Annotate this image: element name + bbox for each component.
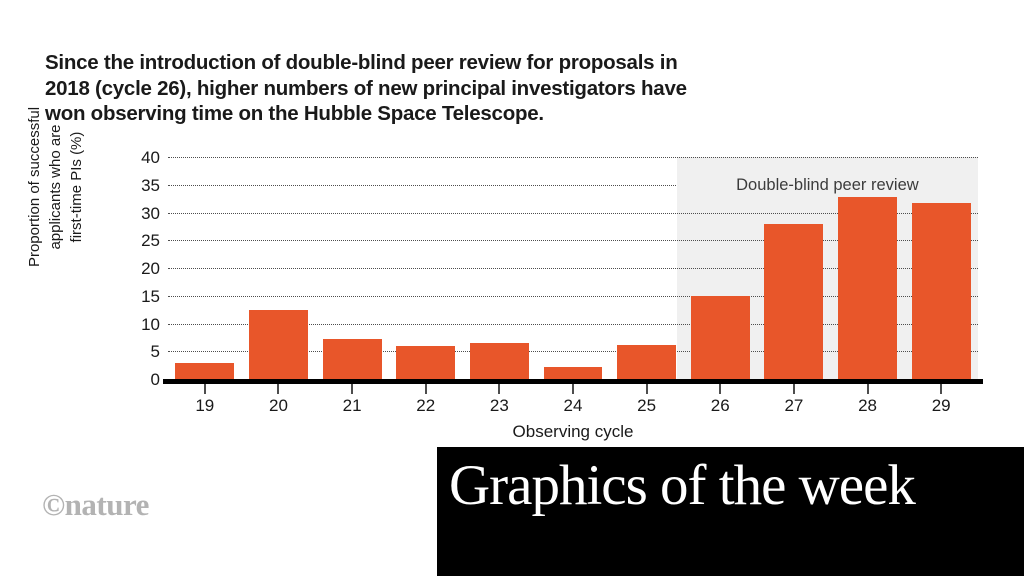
- gridline: [168, 268, 978, 269]
- x-axis-title: Observing cycle: [512, 422, 634, 441]
- y-axis-title-line-2: applicants who are: [46, 124, 64, 250]
- gridline: [168, 295, 978, 297]
- bar-23: [469, 342, 529, 379]
- y-axis-title-line-3: first-time PIs (%): [67, 131, 85, 243]
- x-tick-mark: [719, 384, 722, 394]
- graphics-of-the-week-banner: Graphics of the week: [437, 447, 1024, 576]
- x-tick-label-29: 29: [931, 396, 951, 415]
- bar-26: [690, 295, 750, 379]
- y-tick-label: 10: [141, 314, 160, 334]
- y-axis-title: Proportion of successful applicants who …: [23, 72, 87, 302]
- annotation-double-blind: Double-blind peer review: [676, 175, 978, 194]
- x-tick-mark: [866, 384, 869, 394]
- headline-line-3: won observing time on the Hubble Space T…: [45, 102, 544, 125]
- gridline: [168, 184, 978, 186]
- bar-chart: Proportion of successful applicants who …: [23, 72, 983, 441]
- x-tick-label-27: 27: [784, 396, 804, 415]
- bar-24: [543, 366, 603, 379]
- x-tick-label-19: 19: [195, 396, 215, 415]
- bar-29: [911, 203, 971, 379]
- x-tick-label-21: 21: [342, 396, 362, 415]
- y-tick-label: 20: [141, 259, 160, 278]
- page-title: Since the introduction of double-blind p…: [45, 50, 845, 127]
- y-tick-label: 0: [150, 370, 160, 389]
- x-tick-label-26: 26: [710, 396, 730, 415]
- bar-28: [838, 196, 897, 379]
- x-tick-label-22: 22: [416, 396, 436, 415]
- x-tick-mark: [277, 384, 280, 394]
- bar-27: [764, 224, 824, 379]
- bar-22: [396, 345, 456, 379]
- x-tick-mark: [645, 384, 648, 394]
- x-tick-mark: [940, 384, 943, 394]
- x-tick-label-20: 20: [268, 396, 288, 415]
- x-tick-mark: [351, 384, 354, 394]
- nature-logo: ©nature: [42, 487, 149, 522]
- x-tick-label-25: 25: [637, 396, 657, 415]
- y-tick-label: 5: [150, 342, 160, 362]
- x-tick-mark: [792, 384, 795, 394]
- x-tick-mark: [203, 384, 206, 394]
- y-tick-label: 25: [141, 231, 160, 251]
- gridline: [168, 212, 978, 214]
- annotation-label: Double-blind peer review: [728, 175, 927, 194]
- x-tick-mark: [498, 384, 501, 394]
- banner-title: Graphics of the week: [449, 454, 916, 517]
- x-tick-mark: [572, 384, 574, 394]
- gridline: [168, 157, 978, 158]
- x-tick-label-23: 23: [489, 396, 509, 415]
- y-tick-label: 40: [141, 148, 160, 167]
- x-axis-line: [163, 379, 983, 384]
- gridline: [168, 351, 978, 353]
- gridline: [168, 240, 978, 242]
- bar-21: [322, 339, 382, 379]
- y-axis-title-line-1: Proportion of successful: [25, 106, 43, 268]
- bar-25: [617, 345, 677, 379]
- x-tick-label-28: 28: [858, 396, 877, 415]
- x-tick-label-24: 24: [563, 396, 583, 415]
- gridline: [168, 323, 978, 325]
- y-tick-label: 15: [141, 286, 160, 306]
- y-tick-label: 35: [141, 175, 160, 195]
- plot-area: Double-blind peer review: [168, 157, 978, 379]
- x-tick-mark: [424, 384, 427, 394]
- bar-20: [249, 309, 308, 379]
- headline-line-2: 2018 (cycle 26), higher numbers of new p…: [45, 76, 687, 100]
- headline-line-1: Since the introduction of double-blind p…: [45, 51, 678, 74]
- y-tick-label: 30: [141, 203, 160, 223]
- bar-19: [175, 362, 235, 379]
